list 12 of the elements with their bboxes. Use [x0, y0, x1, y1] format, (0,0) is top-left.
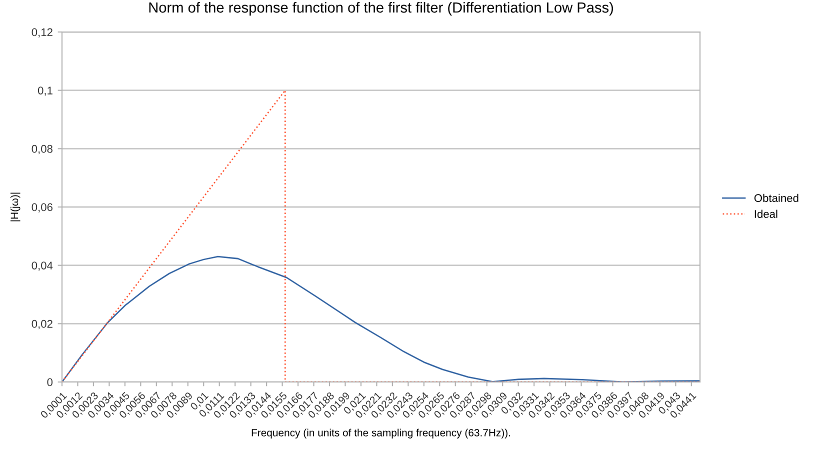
y-tick-label: 0,02 [32, 320, 52, 330]
legend-label: Ideal [754, 210, 778, 218]
legend-label: Obtained [754, 194, 798, 202]
y-tick-label: 0 [47, 378, 53, 386]
y-tick-label: 0,08 [32, 144, 52, 154]
x-axis-title: Frequency (in units of the sampling frequency (63.7Hz)). [252, 428, 510, 438]
chart-title: Norm of the response function of the first filter (Differentiation Low Pass) [149, 2, 614, 16]
y-axis-title: |H(jω)| [10, 192, 20, 222]
y-tick-label: 0,04 [32, 262, 53, 271]
y-tick-label: 0,1 [38, 86, 52, 96]
y-tick-label: 0,06 [32, 203, 52, 212]
y-tick-label: 0,12 [32, 28, 52, 38]
